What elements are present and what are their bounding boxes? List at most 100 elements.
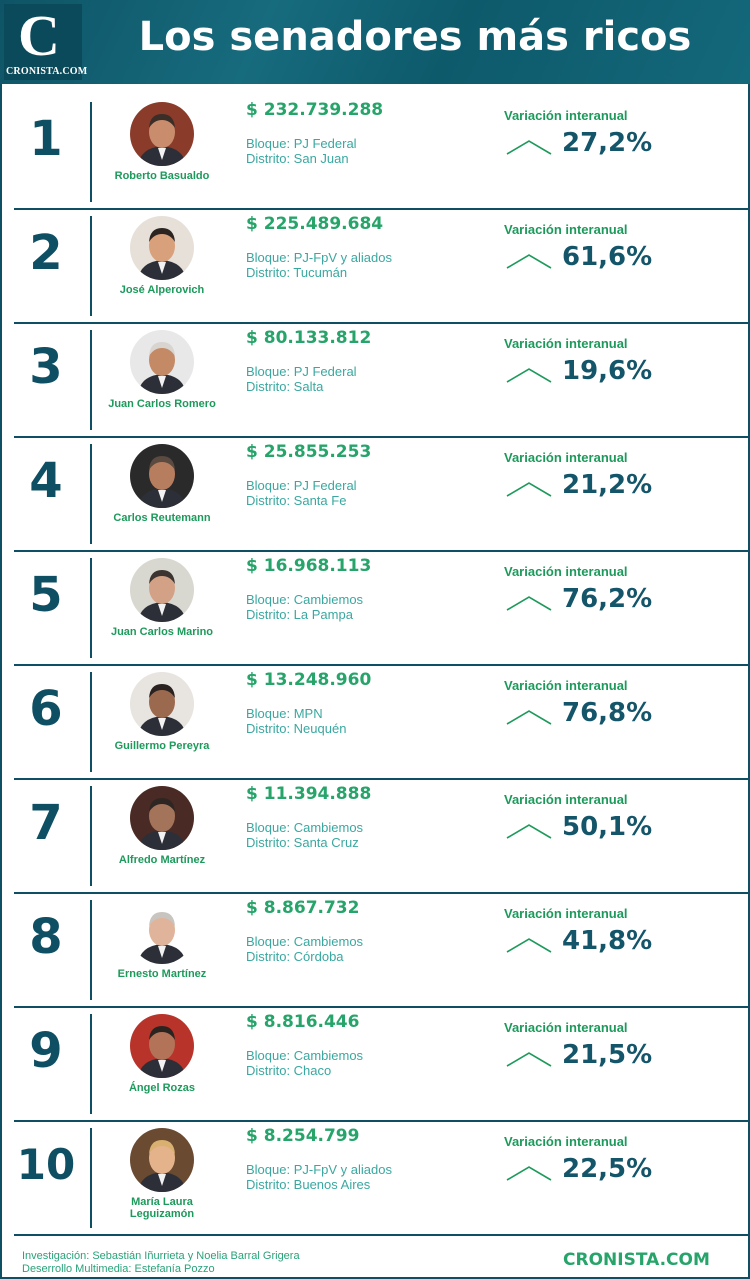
credits: Investigación: Sebastián Iñurrieta y Noe… <box>22 1250 300 1276</box>
row-separator <box>14 436 748 438</box>
divider-line <box>90 786 92 886</box>
variation-label: Variación interanual <box>504 450 628 465</box>
row-separator <box>14 550 748 552</box>
variation-percent: 41,8% <box>562 926 653 956</box>
net-worth-amount: $ 8.816.446 <box>246 1012 360 1032</box>
rank-number: 2 <box>29 225 63 281</box>
trend-up-icon <box>506 710 552 725</box>
divider-line <box>90 444 92 544</box>
party-district: Bloque: MPN Distrito: Neuquén <box>246 706 346 736</box>
variation-percent: 21,2% <box>562 470 653 500</box>
divider-line <box>90 1128 92 1228</box>
row-separator <box>14 1006 748 1008</box>
variation-percent: 76,8% <box>562 698 653 728</box>
bloque-text: Bloque: PJ Federal <box>246 364 357 379</box>
net-worth-amount: $ 11.394.888 <box>246 784 372 804</box>
distrito-text: Distrito: Neuquén <box>246 721 347 736</box>
variation-label: Variación interanual <box>504 1020 628 1035</box>
bloque-text: Bloque: Cambiemos <box>246 934 364 949</box>
party-district: Bloque: PJ Federal Distrito: San Juan <box>246 136 357 166</box>
avatar <box>130 1014 194 1078</box>
variation-percent: 22,5% <box>562 1154 653 1184</box>
avatar <box>130 786 194 850</box>
variation-percent: 50,1% <box>562 812 653 842</box>
bloque-text: Bloque: Cambiemos <box>246 1048 364 1063</box>
senator-name: Guillermo Pereyra <box>114 740 210 752</box>
footer-brand: CRONISTA.COM <box>563 1250 710 1270</box>
distrito-text: Distrito: La Pampa <box>246 607 353 622</box>
net-worth-amount: $ 16.968.113 <box>246 556 372 576</box>
trend-up-icon <box>506 482 552 497</box>
senator-name: Ángel Rozas <box>128 1082 195 1094</box>
senator-row: 3 Juan Carlos Romero $ 80.133.812 Bloque: P… <box>14 324 748 438</box>
party-district: Bloque: Cambiemos Distrito: La Pampa <box>246 592 363 622</box>
page-title: Los senadores más ricos <box>138 14 692 60</box>
rank-number: 9 <box>29 1023 63 1079</box>
trend-up-icon <box>506 254 552 269</box>
footer: Investigación: Sebastián Iñurrieta y Noe… <box>0 1240 750 1279</box>
avatar <box>130 444 194 508</box>
row-separator <box>14 892 748 894</box>
logo-letter: C <box>18 3 60 68</box>
variation-percent: 61,6% <box>562 242 653 272</box>
senator-row: 10 María Laura Leguizamón $ 8.254.799 Bloqu… <box>14 1122 748 1236</box>
net-worth-amount: $ 225.489.684 <box>246 214 384 234</box>
rank-number: 8 <box>29 909 63 965</box>
net-worth-amount: $ 8.254.799 <box>246 1126 360 1146</box>
row-separator <box>14 208 748 210</box>
senator-row: 5 Juan Carlos Marino $ 16.968.113 Bloque: C… <box>14 552 748 666</box>
senator-row: 1 Roberto Basualdo $ 232.739.288 Bloque: PJ… <box>14 96 748 210</box>
rank-number: 10 <box>16 1140 76 1189</box>
bloque-text: Bloque: PJ-FpV y aliados <box>246 1162 392 1177</box>
distrito-text: Distrito: Córdoba <box>246 949 344 964</box>
divider-line <box>90 900 92 1000</box>
row-separator <box>14 664 748 666</box>
row-separator <box>14 1234 748 1236</box>
variation-label: Variación interanual <box>504 906 628 921</box>
credits-multimedia: Deserrollo Multimedia: Estefanía Pozzo <box>22 1263 215 1275</box>
divider-line <box>90 672 92 772</box>
rank-number: 5 <box>29 567 63 623</box>
senator-name: Juan Carlos Romero <box>108 398 216 410</box>
party-district: Bloque: Cambiemos Distrito: Santa Cruz <box>246 820 363 850</box>
divider-line <box>90 330 92 430</box>
bloque-text: Bloque: Cambiemos <box>246 820 364 835</box>
bloque-text: Bloque: PJ Federal <box>246 478 357 493</box>
avatar <box>130 102 194 166</box>
distrito-text: Distrito: Tucumán <box>246 265 348 280</box>
rank-number: 4 <box>29 453 63 509</box>
variation-label: Variación interanual <box>504 1134 628 1149</box>
variation-percent: 21,5% <box>562 1040 653 1070</box>
senator-name: José Alperovich <box>119 284 205 296</box>
trend-up-icon <box>506 938 552 953</box>
avatar <box>130 672 194 736</box>
party-district: Bloque: PJ-FpV y aliados Distrito: Buenos… <box>246 1162 392 1192</box>
trend-up-icon <box>506 824 552 839</box>
avatar <box>130 558 194 622</box>
variation-percent: 19,6% <box>562 356 653 386</box>
senator-row: 2 José Alperovich $ 225.489.684 Bloque: PJ-… <box>14 210 748 324</box>
senator-name: Roberto Basualdo <box>114 170 210 182</box>
variation-label: Variación interanual <box>504 336 628 351</box>
net-worth-amount: $ 8.867.732 <box>246 898 360 918</box>
logo-text: CRONISTA.COM <box>6 66 88 77</box>
trend-up-icon <box>506 596 552 611</box>
bloque-text: Bloque: PJ-FpV y aliados <box>246 250 392 265</box>
trend-up-icon <box>506 368 552 383</box>
avatar <box>130 216 194 280</box>
rank-number: 3 <box>29 339 63 395</box>
variation-label: Variación interanual <box>504 792 628 807</box>
party-district: Bloque: PJ Federal Distrito: Salta <box>246 364 357 394</box>
senator-name: Alfredo Martínez <box>118 854 206 866</box>
party-district: Bloque: PJ Federal Distrito: Santa Fe <box>246 478 357 508</box>
variation-label: Variación interanual <box>504 222 628 237</box>
avatar <box>130 900 194 964</box>
trend-up-icon <box>506 1052 552 1067</box>
distrito-text: Distrito: Santa Cruz <box>246 835 359 850</box>
net-worth-amount: $ 25.855.253 <box>246 442 372 462</box>
avatar <box>130 1128 194 1192</box>
senator-row: 9 Ángel Rozas $ 8.816.446 Bloque: Cambiemos… <box>14 1008 748 1122</box>
credits-research: Investigación: Sebastián Iñurrieta y Noe… <box>22 1250 300 1262</box>
party-district: Bloque: PJ-FpV y aliados Distrito: Tucumá… <box>246 250 392 280</box>
distrito-text: Distrito: Salta <box>246 379 324 394</box>
